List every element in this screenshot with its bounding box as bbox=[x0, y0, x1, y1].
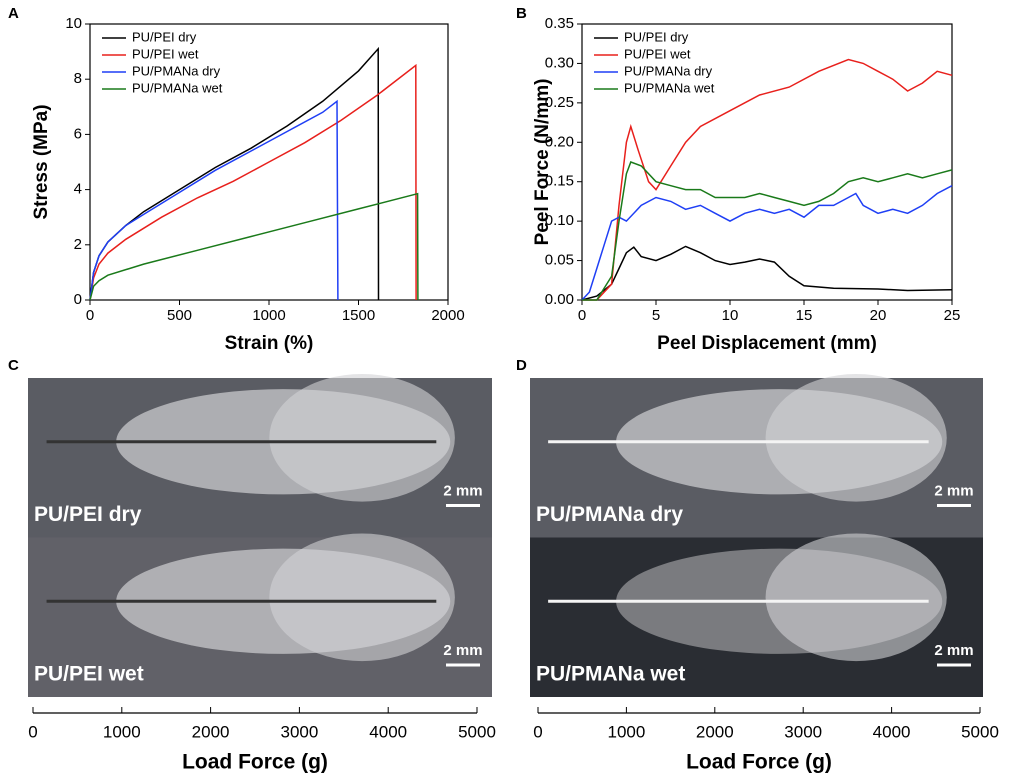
x-tick-label: 3000 bbox=[784, 722, 822, 741]
x-tick-label: 2000 bbox=[192, 722, 230, 741]
x-axis-label: Strain (%) bbox=[225, 333, 314, 354]
y-tick-label: 0.35 bbox=[545, 15, 574, 32]
x-tick-label: 4000 bbox=[369, 722, 407, 741]
x-tick-label: 0 bbox=[86, 307, 94, 324]
legend-label: PU/PMANa dry bbox=[132, 63, 221, 78]
y-tick-label: 6 bbox=[74, 125, 82, 142]
y-tick-label: 0 bbox=[74, 291, 82, 308]
panel-label: C bbox=[8, 357, 19, 374]
plot-frame bbox=[581, 23, 953, 301]
data-line bbox=[581, 245, 953, 301]
adhesive-spread bbox=[269, 374, 455, 502]
x-tick-label: 5 bbox=[652, 307, 660, 324]
x-tick-label: 0 bbox=[578, 307, 586, 324]
x-tick-label: 5000 bbox=[961, 722, 999, 741]
legend-label: PU/PEI dry bbox=[132, 29, 197, 44]
y-axis-label: Stress (MPa) bbox=[31, 104, 52, 219]
panel-label: D bbox=[516, 357, 527, 374]
scale-label: 2 mm bbox=[443, 642, 482, 659]
y-tick-label: 0.10 bbox=[545, 212, 574, 229]
y-tick-label: 4 bbox=[74, 181, 82, 198]
y-tick-label: 10 bbox=[65, 15, 82, 32]
y-tick-label: 0.20 bbox=[545, 133, 574, 150]
x-axis-label: Peel Displacement (mm) bbox=[657, 333, 877, 354]
legend-label: PU/PEI dry bbox=[624, 29, 689, 44]
scale-label: 2 mm bbox=[934, 642, 973, 659]
panel-label: B bbox=[516, 5, 527, 22]
x-tick-label: 1000 bbox=[252, 307, 285, 324]
data-line bbox=[581, 185, 953, 301]
adhesive-spread bbox=[765, 533, 947, 662]
x-tick-label: 1000 bbox=[103, 722, 141, 741]
adhesive-spread bbox=[269, 533, 455, 662]
image-label: PU/PMANa wet bbox=[536, 663, 685, 686]
x-axis-label: Load Force (g) bbox=[182, 751, 328, 774]
panel-label: A bbox=[8, 5, 19, 22]
y-tick-label: 0.15 bbox=[545, 173, 574, 190]
x-tick-label: 20 bbox=[870, 307, 887, 324]
x-tick-label: 4000 bbox=[873, 722, 911, 741]
legend-label: PU/PMANa dry bbox=[624, 63, 713, 78]
y-tick-label: 0.00 bbox=[545, 291, 574, 308]
x-tick-label: 2000 bbox=[431, 307, 464, 324]
x-tick-label: 2000 bbox=[696, 722, 734, 741]
x-tick-label: 5000 bbox=[458, 722, 496, 741]
x-tick-label: 3000 bbox=[280, 722, 318, 741]
data-line bbox=[582, 58, 953, 301]
data-line bbox=[89, 99, 339, 301]
x-tick-label: 1000 bbox=[607, 722, 645, 741]
x-tick-label: 500 bbox=[167, 307, 192, 324]
legend-label: PU/PMANa wet bbox=[624, 80, 715, 95]
y-tick-label: 2 bbox=[74, 236, 82, 253]
data-line bbox=[582, 161, 953, 301]
y-tick-label: 8 bbox=[74, 70, 82, 87]
x-tick-label: 15 bbox=[796, 307, 813, 324]
x-tick-label: 1500 bbox=[342, 307, 375, 324]
x-axis-label: Load Force (g) bbox=[686, 751, 832, 774]
adhesive-spread bbox=[765, 374, 947, 502]
y-axis-label: Peel Force (N/mm) bbox=[532, 79, 553, 246]
scale-label: 2 mm bbox=[934, 482, 973, 499]
image-label: PU/PEI dry bbox=[34, 503, 142, 526]
image-label: PU/PEI wet bbox=[34, 663, 144, 686]
data-line bbox=[89, 192, 419, 301]
x-tick-label: 0 bbox=[533, 722, 542, 741]
y-tick-label: 0.25 bbox=[545, 94, 574, 111]
legend-label: PU/PMANa wet bbox=[132, 80, 223, 95]
legend-label: PU/PEI wet bbox=[132, 46, 199, 61]
x-tick-label: 0 bbox=[28, 722, 37, 741]
y-tick-label: 0.30 bbox=[545, 54, 574, 71]
x-tick-label: 10 bbox=[722, 307, 739, 324]
legend-label: PU/PEI wet bbox=[624, 46, 691, 61]
scale-label: 2 mm bbox=[443, 482, 482, 499]
image-label: PU/PMANa dry bbox=[536, 503, 683, 526]
data-line bbox=[89, 63, 417, 301]
x-tick-label: 25 bbox=[944, 307, 961, 324]
y-tick-label: 0.05 bbox=[545, 252, 574, 269]
